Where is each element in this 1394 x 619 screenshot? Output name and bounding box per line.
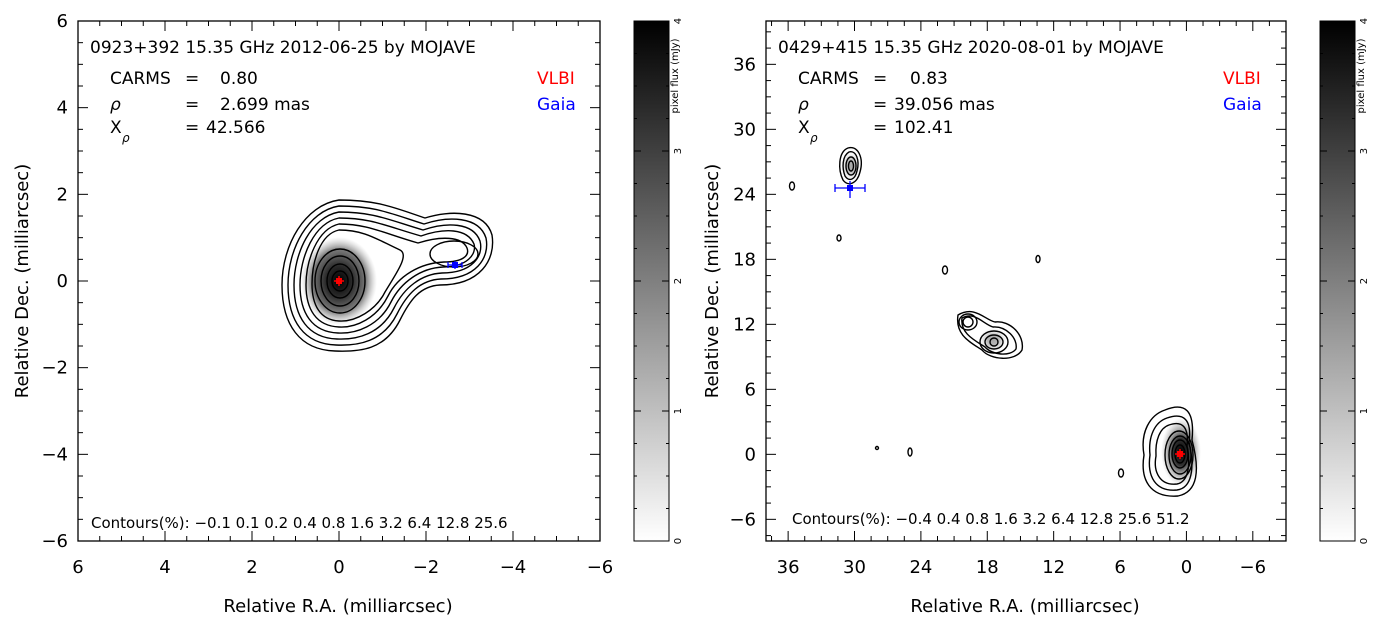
stat-eq: =	[873, 69, 887, 89]
legend-vlbi-left: VLBI	[537, 69, 575, 89]
legend-vlbi-right: VLBI	[1223, 69, 1261, 89]
colorbar-tick-label: 1	[1359, 408, 1370, 414]
y-tick-label: 30	[733, 119, 756, 140]
y-tick-label: −6	[41, 531, 68, 552]
y-tick-label: 36	[733, 54, 756, 75]
x-tick-label: 0	[1181, 557, 1192, 578]
y-axis-label-right: Relative Dec. (milliarcsec)	[702, 164, 723, 398]
colorbar-tick-label: 4	[673, 18, 684, 24]
stat-value: 2.699 mas	[220, 95, 310, 115]
stat-name: X	[110, 118, 122, 138]
y-tick-label: 12	[733, 314, 756, 335]
y-tick-label: 24	[733, 184, 756, 205]
contours-right	[788, 146, 1198, 497]
colorbar-tick-label: 3	[1359, 148, 1370, 154]
x-axis-label-right: Relative R.A. (milliarcsec)	[910, 596, 1139, 617]
y-tick-label: −2	[41, 358, 68, 379]
y-tick-label: 2	[57, 184, 68, 205]
stat-name: CARMS	[798, 69, 859, 89]
x-tick-label: 30	[843, 557, 866, 578]
colorbar-left: 0 1 2 3 4 pixel flux (mJy)	[633, 18, 684, 544]
contour-levels-right: Contours(%): −0.4 0.4 0.8 1.6 3.2 6.4 12…	[792, 510, 1190, 528]
stat-subscript: ρ	[122, 131, 130, 145]
y-tick-label: 4	[57, 98, 68, 119]
stat-subscript: ρ	[810, 131, 818, 145]
x-tick-label: 6	[1114, 557, 1125, 578]
colorbar-ticks-right: 0 1 2 3 4	[1320, 18, 1370, 544]
x-axis-label-left: Relative R.A. (milliarcsec)	[223, 596, 452, 617]
x-tick-labels-left: 6 4 2 0 −2 −4 −6	[72, 557, 613, 578]
vlbi-marker-right	[1175, 449, 1185, 459]
y-tick-label: 0	[745, 444, 756, 465]
x-tick-label: −6	[1240, 557, 1267, 578]
y-tick-label: 6	[745, 379, 756, 400]
contours-left	[281, 199, 494, 352]
y-tick-label: 0	[57, 271, 68, 292]
stat-value: 39.056 mas	[894, 95, 995, 115]
x-tick-label: 2	[246, 557, 257, 578]
colorbar-label-left: pixel flux (mJy)	[670, 38, 681, 113]
y-tick-label: −6	[729, 509, 756, 530]
stats-left: CARMS = 0.80 ρ = 2.699 mas X ρ = 42.566	[110, 69, 310, 145]
stats-right: CARMS = 0.83 ρ = 39.056 mas X ρ = 102.41	[798, 69, 995, 145]
stat-value: 102.41	[894, 118, 953, 138]
stat-value: 0.80	[220, 69, 258, 89]
plot-title-right: 0429+415 15.35 GHz 2020-08-01 by MOJAVE	[778, 38, 1164, 58]
legend-gaia-right: Gaia	[1223, 95, 1262, 115]
stat-eq: =	[185, 95, 199, 115]
flux-image-right	[841, 152, 1201, 486]
contour-levels-left: Contours(%): −0.1 0.1 0.2 0.4 0.8 1.6 3.…	[91, 514, 508, 532]
panel-left: 6 4 2 0 −2 −4 −6 −6 −4 −2 0 2 4 6 0923+392 15.35 GHz…	[12, 11, 684, 617]
vlbi-marker-left	[334, 276, 344, 286]
gaia-marker-right	[834, 181, 866, 198]
y-tick-label: −4	[41, 444, 68, 465]
x-tick-label: 12	[1042, 557, 1065, 578]
y-axis-label-left: Relative Dec. (milliarcsec)	[12, 164, 33, 398]
stat-value: 42.566	[206, 118, 265, 138]
colorbar-label-right: pixel flux (mJy)	[1356, 38, 1367, 113]
x-tick-label: 24	[909, 557, 932, 578]
x-tick-labels-right: 36 30 24 18 12 6 0 −6	[777, 557, 1266, 578]
colorbar-tick-label: 3	[673, 148, 684, 154]
x-tick-label: −4	[500, 557, 527, 578]
colorbar-tick-label: 0	[1359, 538, 1370, 544]
stat-eq: =	[185, 69, 199, 89]
colorbar-tick-label: 0	[673, 538, 684, 544]
axis-ticks-right	[766, 21, 1287, 541]
y-tick-label: 18	[733, 249, 756, 270]
axis-ticks-left	[77, 20, 601, 542]
y-tick-labels-right: −6 0 6 12 18 24 30 36	[729, 54, 756, 530]
stat-name: X	[798, 118, 810, 138]
stat-name: ρ	[798, 95, 809, 115]
stat-eq: =	[873, 118, 887, 138]
x-tick-label: 36	[777, 557, 800, 578]
stat-eq: =	[873, 95, 887, 115]
x-tick-label: −2	[413, 557, 440, 578]
colorbar-tick-label: 1	[673, 408, 684, 414]
colorbar-right: 0 1 2 3 4 pixel flux (mJy)	[1319, 18, 1370, 544]
colorbar-tick-label: 2	[673, 278, 684, 284]
colorbar-tick-label: 2	[1359, 278, 1370, 284]
y-tick-label: 6	[57, 11, 68, 32]
colorbar-ticks-left: 0 1 2 3 4	[634, 18, 684, 544]
plot-title-left: 0923+392 15.35 GHz 2012-06-25 by MOJAVE	[90, 38, 476, 58]
x-tick-label: 18	[976, 557, 999, 578]
plot-frame-right	[765, 20, 1287, 542]
stat-eq: =	[185, 118, 199, 138]
x-tick-label: 4	[159, 557, 170, 578]
x-tick-label: −6	[587, 557, 614, 578]
stat-name: CARMS	[110, 69, 171, 89]
stat-value: 0.83	[910, 69, 948, 89]
y-tick-labels-left: −6 −4 −2 0 2 4 6	[41, 11, 68, 552]
x-tick-label: 6	[72, 557, 83, 578]
colorbar-tick-label: 4	[1359, 18, 1370, 24]
stat-name: ρ	[110, 95, 121, 115]
gaia-marker-left	[447, 261, 463, 269]
x-tick-label: 0	[333, 557, 344, 578]
legend-gaia-left: Gaia	[537, 95, 576, 115]
